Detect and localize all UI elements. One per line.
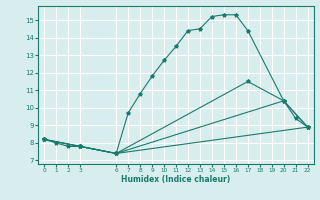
X-axis label: Humidex (Indice chaleur): Humidex (Indice chaleur) bbox=[121, 175, 231, 184]
